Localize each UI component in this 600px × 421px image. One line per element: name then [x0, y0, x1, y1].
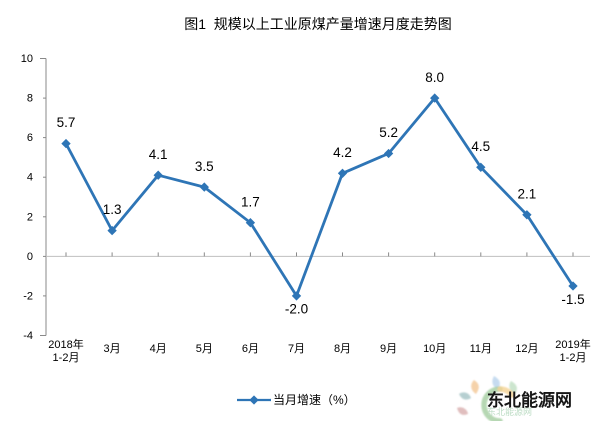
svg-text:1-2月: 1-2月 — [560, 352, 587, 364]
svg-text:4月: 4月 — [150, 343, 167, 355]
svg-text:2019年: 2019年 — [555, 337, 590, 351]
svg-text:-2: -2 — [23, 290, 33, 302]
svg-text:4.1: 4.1 — [149, 147, 168, 162]
svg-text:2: 2 — [27, 211, 33, 223]
svg-text:-1.5: -1.5 — [561, 292, 584, 307]
svg-text:5月: 5月 — [196, 343, 213, 355]
svg-text:4.5: 4.5 — [471, 139, 490, 154]
svg-text:11月: 11月 — [470, 343, 492, 355]
svg-text:10: 10 — [21, 53, 33, 65]
svg-text:1-2月: 1-2月 — [53, 352, 80, 364]
svg-text:5.7: 5.7 — [57, 115, 76, 130]
svg-text:3月: 3月 — [104, 343, 121, 355]
svg-text:1.3: 1.3 — [103, 202, 122, 217]
svg-text:12月: 12月 — [515, 343, 538, 355]
svg-text:当月增速（%）: 当月增速（%） — [273, 393, 356, 407]
svg-text:2.1: 2.1 — [518, 187, 537, 202]
svg-text:9月: 9月 — [380, 343, 397, 355]
svg-text:8.0: 8.0 — [425, 70, 444, 85]
svg-text:8: 8 — [27, 93, 33, 105]
svg-text:0: 0 — [27, 251, 33, 263]
svg-text:-2.0: -2.0 — [285, 302, 308, 317]
svg-text:1.7: 1.7 — [241, 195, 260, 210]
svg-text:4: 4 — [27, 172, 33, 184]
svg-text:6: 6 — [27, 132, 33, 144]
svg-text:6月: 6月 — [242, 343, 259, 355]
svg-text:8月: 8月 — [334, 343, 351, 355]
svg-text:-4: -4 — [23, 330, 33, 342]
svg-text:3.5: 3.5 — [195, 159, 214, 174]
svg-text:东北能源网: 东北能源网 — [487, 406, 532, 417]
svg-text:4.2: 4.2 — [333, 145, 352, 160]
svg-text:2018年: 2018年 — [48, 337, 83, 351]
svg-text:5.2: 5.2 — [379, 125, 398, 140]
svg-text:7月: 7月 — [288, 343, 305, 355]
svg-text:10月: 10月 — [423, 343, 446, 355]
